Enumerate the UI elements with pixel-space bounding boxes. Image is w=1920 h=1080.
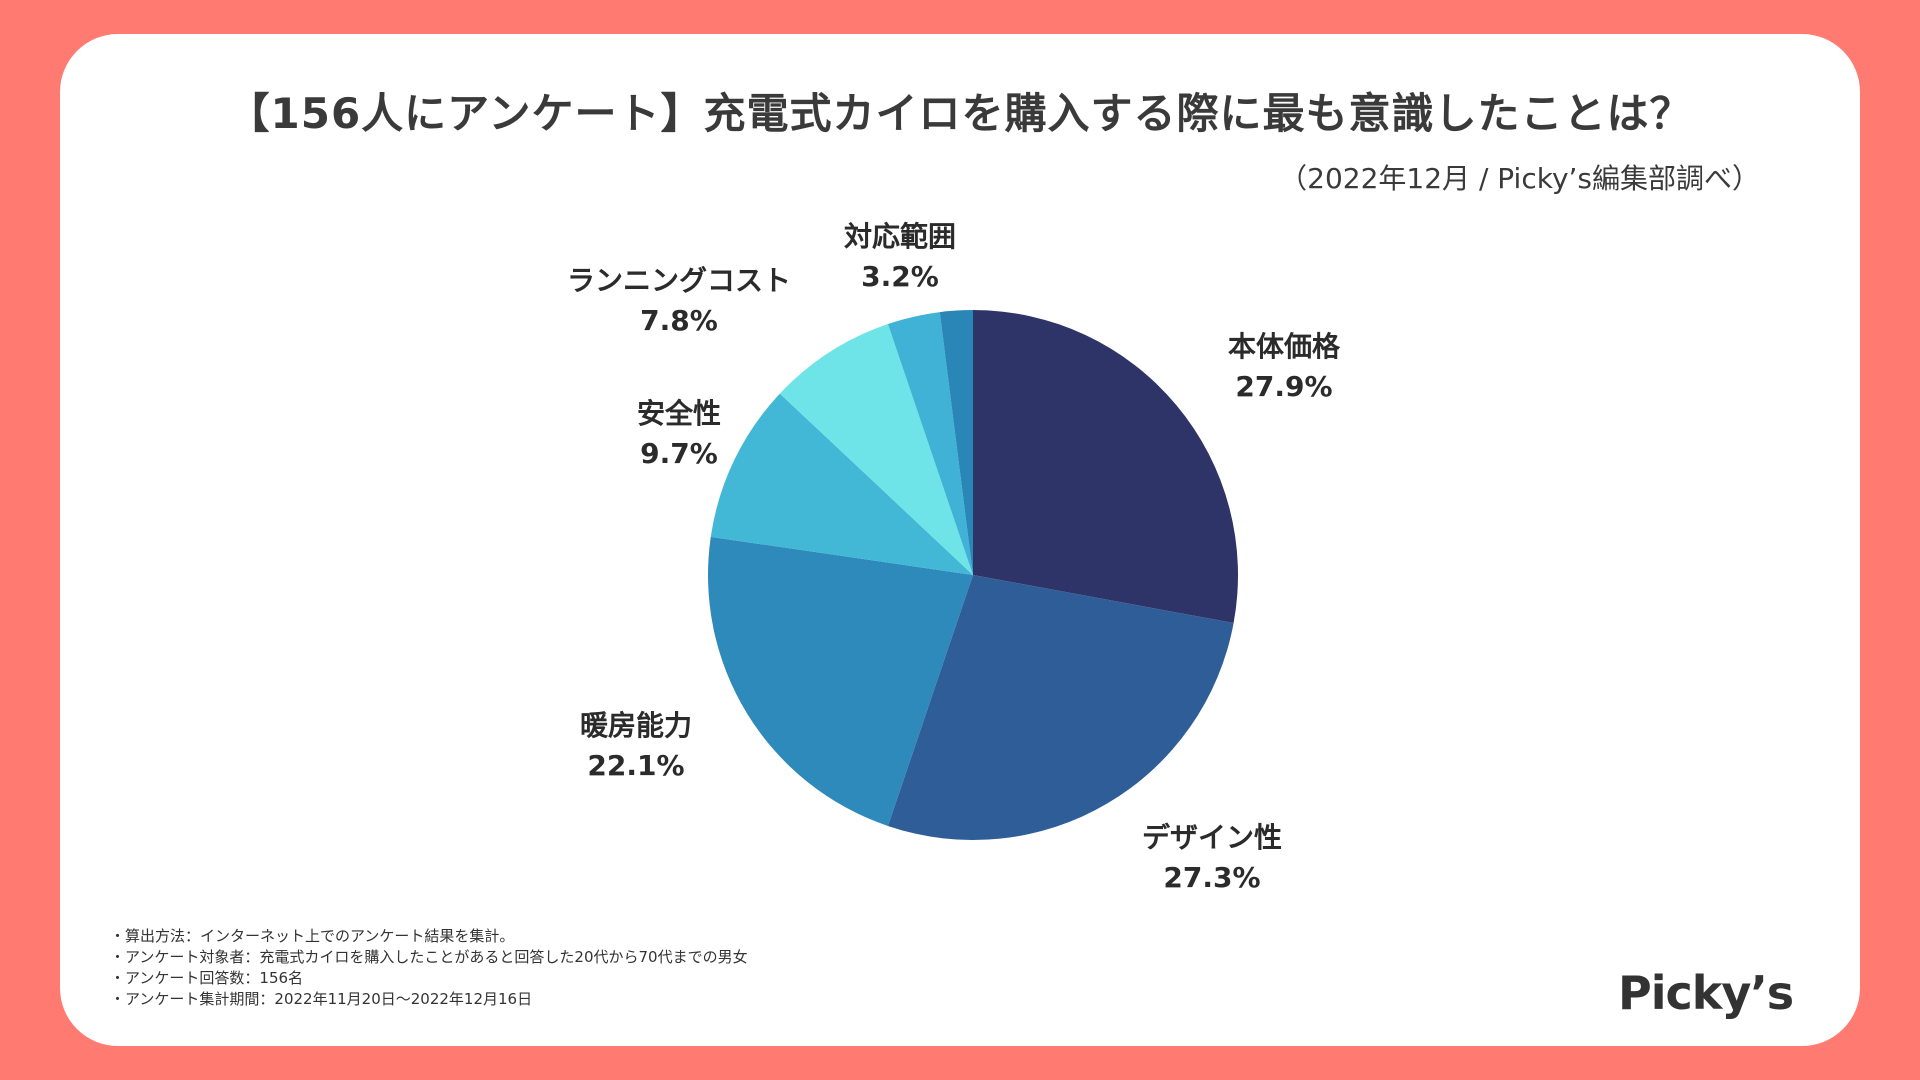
label-honntai-kakaku: 本体価格 27.9% [1124, 327, 1444, 407]
note-line: ・アンケート回答数：156名 [110, 969, 304, 987]
label-name: ランニングコスト [566, 264, 791, 297]
label-name: 本体価格 [1227, 330, 1340, 363]
note-line: ・算出方法：インターネット上でのアンケート結果を集計。 [110, 927, 515, 945]
pie-slice-1 [887, 575, 1234, 841]
chart-title: 【156人にアンケート】充電式カイロを購入する際に最も意識したことは？ [227, 89, 1693, 138]
label-value: 9.7% [640, 437, 718, 470]
picky-s-logo: Picky’s [1618, 966, 1794, 1020]
label-name: 暖房能力 [579, 709, 692, 742]
label-value: 22.1% [587, 749, 685, 782]
label-name: 安全性 [636, 397, 721, 430]
pie-slice-5 [887, 312, 973, 575]
label-value: 27.9% [1235, 370, 1333, 403]
label-design: デザイン性 27.3% [1052, 818, 1372, 898]
label-danbou-nouryoku: 暖房能力 22.1% [476, 706, 796, 786]
pie-slice-3 [710, 393, 973, 575]
label-value: 27.3% [1163, 861, 1261, 894]
survey-notes: ・算出方法：インターネット上でのアンケート結果を集計。 ・アンケート対象者：充電… [110, 926, 748, 1010]
label-value: 3.2% [861, 260, 939, 293]
label-name: 対応範囲 [843, 220, 956, 253]
note-line: ・アンケート集計期間：2022年11月20日〜2022年12月16日 [110, 990, 533, 1008]
label-running-cost: ランニングコスト 7.8% [519, 261, 839, 341]
label-name: デザイン性 [1141, 821, 1282, 854]
label-anzensei: 安全性 9.7% [519, 394, 839, 474]
pie-slice-2 [708, 536, 973, 826]
label-taiou-hanni: 対応範囲 3.2% [740, 217, 1060, 297]
pie-slice-6 [939, 310, 973, 575]
pie-slice-0 [973, 310, 1238, 624]
note-line: ・アンケート対象者：充電式カイロを購入したことがあると回答した20代から70代ま… [110, 948, 748, 966]
pie-slice-4 [779, 324, 973, 575]
label-value: 7.8% [640, 304, 718, 337]
source-note: （2022年12月 / Picky’s編集部調べ） [1279, 162, 1760, 195]
